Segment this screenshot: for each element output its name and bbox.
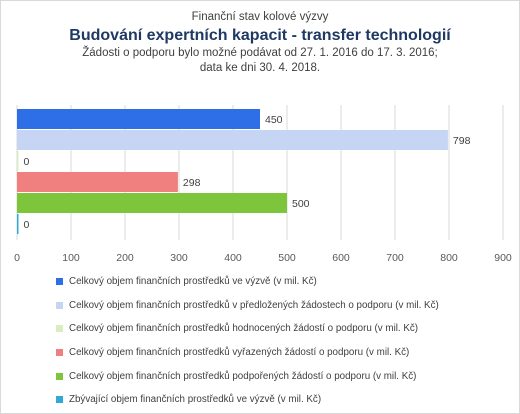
chart-supertitle: Finanční stav kolové výzvy [191, 11, 329, 23]
legend-label-0: Celkový objem finančních prostředků ve v… [69, 276, 317, 288]
data-label-5: 0 [24, 219, 30, 231]
legend-item-2: Celkový objem finančních prostředků hodn… [56, 317, 506, 341]
data-label-2: 0 [24, 156, 30, 168]
x-tick-label-400: 400 [224, 252, 242, 264]
legend-swatch-0 [56, 278, 63, 286]
data-label-1: 798 [453, 135, 471, 147]
bar-3 [17, 172, 178, 192]
chart-title: Budování expertních kapacit - transfer t… [69, 27, 451, 44]
x-tick-label-300: 300 [170, 252, 188, 264]
legend-swatch-2 [56, 325, 63, 333]
bar-5 [17, 214, 19, 234]
bar-2 [17, 151, 19, 171]
x-tick-label-500: 500 [278, 252, 296, 264]
legend-swatch-4 [56, 372, 63, 380]
legend-label-3: Celkový objem finančních prostředků vyřa… [69, 347, 410, 359]
legend-item-3: Celkový objem finančních prostředků vyřa… [56, 341, 506, 365]
x-tick-label-900: 900 [494, 252, 512, 264]
legend-label-4: Celkový objem finančních prostředků podp… [69, 370, 417, 382]
chart-title-block: Finanční stav kolové výzvy Budování expe… [0, 10, 520, 76]
x-tick-label-600: 600 [332, 252, 350, 264]
legend-item-5: Zbývající objem finančních prostředků ve… [56, 388, 506, 412]
bar-4 [17, 193, 287, 213]
data-label-0: 450 [265, 114, 283, 126]
bar-1 [17, 130, 448, 150]
x-tick-label-0: 0 [14, 252, 20, 264]
legend-item-0: Celkový objem finančních prostředků ve v… [56, 270, 506, 294]
legend-item-4: Celkový objem finančních prostředků podp… [56, 364, 506, 388]
chart-subtitle-line1: Žádosti o podporu bylo možné podávat od … [82, 47, 438, 59]
chart-subtitle-line2: data ke dni 30. 4. 2018. [199, 62, 321, 74]
x-tick-label-700: 700 [386, 252, 404, 264]
legend-label-1: Celkový objem finančních prostředků v př… [69, 299, 439, 311]
legend-label-5: Zbývající objem finančních prostředků ve… [69, 394, 322, 406]
legend-item-1: Celkový objem finančních prostředků v př… [56, 294, 506, 318]
bar-0 [17, 109, 260, 129]
x-tick-label-800: 800 [440, 252, 458, 264]
x-tick-label-100: 100 [62, 252, 80, 264]
legend: Celkový objem finančních prostředků ve v… [56, 270, 506, 412]
data-label-4: 500 [292, 198, 310, 210]
x-tick-label-200: 200 [116, 252, 134, 264]
legend-label-2: Celkový objem finančních prostředků hodn… [69, 323, 419, 335]
legend-swatch-1 [56, 301, 63, 309]
data-label-3: 298 [183, 177, 201, 189]
legend-swatch-3 [56, 349, 63, 357]
legend-swatch-5 [56, 396, 63, 404]
